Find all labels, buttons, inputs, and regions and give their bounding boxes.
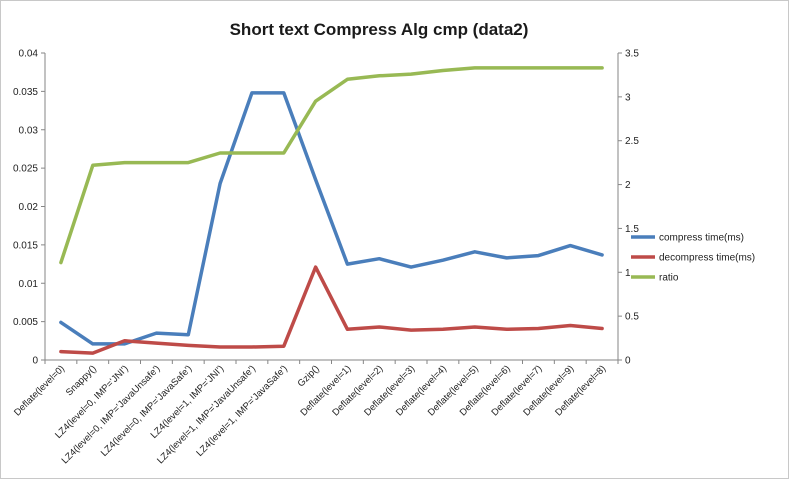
right-tick-label: 2	[625, 180, 631, 191]
left-tick-label: 0	[32, 356, 38, 367]
data-point	[91, 163, 95, 167]
data-point	[314, 265, 318, 269]
data-point	[282, 91, 286, 95]
data-point	[473, 325, 477, 329]
left-tick-label: 0.01	[19, 279, 39, 290]
data-point	[123, 339, 127, 343]
legend-label: ratio	[659, 273, 679, 284]
data-point	[600, 66, 604, 70]
data-point	[123, 161, 127, 165]
data-point	[155, 341, 159, 345]
data-point	[568, 244, 572, 248]
data-point	[314, 178, 318, 182]
data-point	[377, 325, 381, 329]
data-point	[186, 161, 190, 165]
right-tick-label: 1.5	[625, 224, 639, 235]
right-tick-label: 0	[625, 356, 631, 367]
right-tick-label: 2.5	[625, 136, 639, 147]
data-point	[186, 333, 190, 337]
legend-label: compress time(ms)	[659, 233, 744, 244]
data-point	[155, 331, 159, 335]
data-point	[218, 345, 222, 349]
data-point	[600, 327, 604, 331]
data-point	[441, 328, 445, 332]
data-point	[186, 344, 190, 348]
data-point	[600, 253, 604, 257]
data-point	[473, 66, 477, 70]
data-point	[568, 66, 572, 70]
chart-title: Short text Compress Alg cmp (data2)	[230, 20, 529, 39]
data-point	[505, 66, 509, 70]
legend-label: decompress time(ms)	[659, 253, 755, 264]
data-point	[314, 99, 318, 103]
data-point	[377, 257, 381, 261]
right-tick-label: 3.5	[625, 49, 639, 60]
left-tick-label: 0.04	[19, 49, 39, 60]
data-point	[59, 321, 63, 325]
data-point	[441, 69, 445, 73]
series-line-2	[59, 265, 604, 355]
data-point	[505, 256, 509, 260]
data-point	[218, 182, 222, 186]
series-layer	[59, 66, 604, 355]
data-point	[282, 151, 286, 155]
series-line-3	[59, 66, 604, 265]
right-tick-label: 3	[625, 92, 631, 103]
data-point	[473, 250, 477, 254]
data-point	[537, 66, 541, 70]
left-tick-label: 0.035	[13, 87, 38, 98]
data-point	[537, 254, 541, 258]
data-point	[91, 351, 95, 355]
data-point	[441, 258, 445, 262]
legend: compress time(ms) decompress time(ms) rati…	[631, 233, 755, 284]
data-point	[155, 161, 159, 165]
data-point	[91, 342, 95, 346]
data-point	[568, 324, 572, 328]
data-point	[250, 91, 254, 95]
axes: 0 0.005 0.01 0.015 0.02 0.025 0.03 0.035 0.04 0 0.…	[12, 49, 639, 467]
right-tick-label: 1	[625, 268, 631, 279]
left-tick-label: 0.005	[13, 317, 38, 328]
data-point	[250, 345, 254, 349]
data-point	[409, 265, 413, 269]
x-tick-label: Gzip()	[296, 363, 322, 389]
data-point	[282, 344, 286, 348]
data-point	[537, 327, 541, 331]
data-point	[346, 328, 350, 332]
data-point	[346, 78, 350, 82]
right-tick-label: 0.5	[625, 312, 639, 323]
data-point	[505, 328, 509, 332]
data-point	[59, 350, 63, 354]
left-tick-label: 0.02	[19, 202, 39, 213]
left-tick-label: 0.025	[13, 164, 38, 175]
series-line-1	[59, 91, 604, 346]
data-point	[218, 151, 222, 155]
left-tick-label: 0.03	[19, 125, 39, 136]
data-point	[377, 74, 381, 78]
data-point	[409, 328, 413, 332]
data-point	[59, 261, 63, 265]
data-point	[250, 151, 254, 155]
data-point	[346, 262, 350, 266]
data-point	[409, 72, 413, 76]
x-tick-label: Deflate(level=0)	[12, 363, 67, 418]
left-tick-label: 0.015	[13, 240, 38, 251]
